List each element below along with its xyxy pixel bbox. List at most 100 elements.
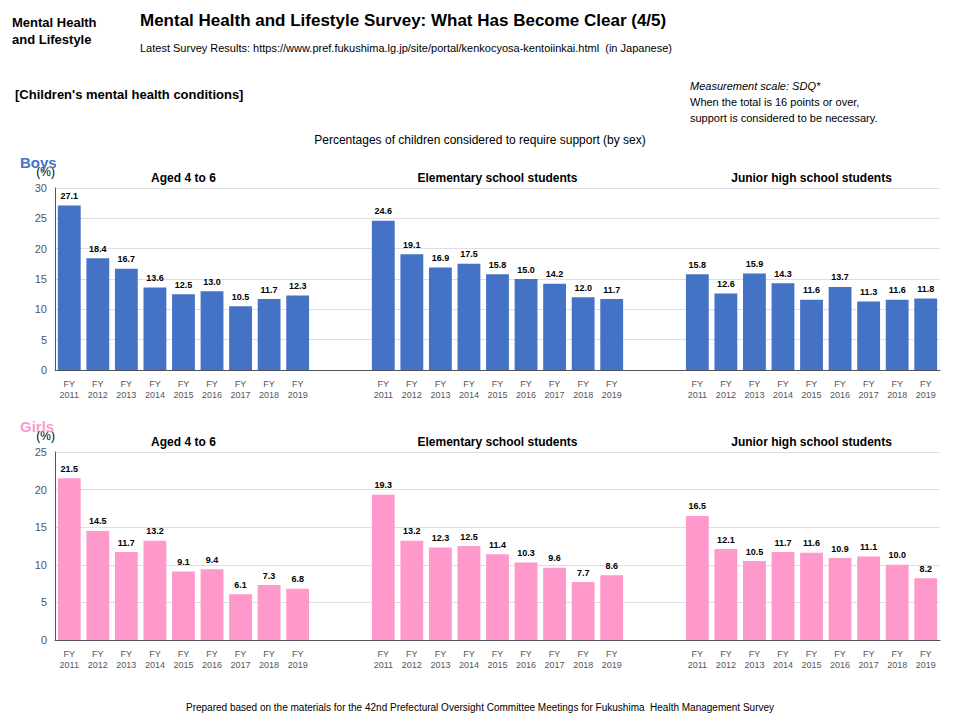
- svg-text:7.7: 7.7: [577, 568, 590, 578]
- svg-text:7.3: 7.3: [263, 571, 276, 581]
- svg-text:2019: 2019: [602, 660, 622, 670]
- svg-text:FY: FY: [292, 649, 304, 659]
- svg-text:2018: 2018: [887, 390, 907, 400]
- svg-text:8.6: 8.6: [605, 561, 618, 571]
- svg-text:2012: 2012: [88, 390, 108, 400]
- svg-text:5: 5: [41, 334, 47, 346]
- svg-text:2019: 2019: [602, 390, 622, 400]
- svg-text:11.6: 11.6: [803, 285, 820, 295]
- svg-text:FY: FY: [863, 379, 875, 389]
- svg-text:FY: FY: [720, 649, 732, 659]
- svg-text:2017: 2017: [545, 660, 565, 670]
- svg-text:11.4: 11.4: [489, 540, 506, 550]
- svg-text:2013: 2013: [430, 660, 450, 670]
- svg-text:2013: 2013: [430, 390, 450, 400]
- svg-text:25: 25: [35, 212, 47, 224]
- svg-text:2012: 2012: [88, 660, 108, 670]
- svg-text:2015: 2015: [487, 660, 507, 670]
- svg-text:2015: 2015: [802, 660, 822, 670]
- svg-text:12.6: 12.6: [717, 279, 735, 289]
- svg-text:12.3: 12.3: [432, 533, 450, 543]
- svg-text:2011: 2011: [60, 390, 79, 400]
- svg-text:Elementary school students: Elementary school students: [417, 171, 577, 185]
- svg-text:FY: FY: [492, 649, 504, 659]
- svg-text:9.4: 9.4: [206, 555, 219, 565]
- svg-text:FY: FY: [292, 379, 304, 389]
- svg-text:15.9: 15.9: [746, 259, 764, 269]
- svg-text:FY: FY: [263, 379, 275, 389]
- svg-text:2016: 2016: [516, 390, 536, 400]
- svg-text:and Lifestyle: and Lifestyle: [12, 32, 91, 47]
- svg-text:2013: 2013: [744, 390, 764, 400]
- svg-text:6.8: 6.8: [291, 574, 304, 584]
- svg-text:24.6: 24.6: [375, 206, 393, 216]
- svg-text:FY: FY: [692, 649, 704, 659]
- svg-text:11.6: 11.6: [889, 285, 906, 295]
- svg-text:10.5: 10.5: [746, 547, 764, 557]
- svg-text:FY: FY: [149, 379, 161, 389]
- svg-text:FY: FY: [863, 649, 875, 659]
- svg-text:13.2: 13.2: [403, 526, 421, 536]
- svg-text:FY: FY: [92, 379, 104, 389]
- svg-text:2015: 2015: [173, 390, 193, 400]
- svg-text:FY: FY: [920, 379, 932, 389]
- svg-text:FY: FY: [149, 649, 161, 659]
- svg-text:10.9: 10.9: [831, 544, 849, 554]
- svg-text:25: 25: [35, 446, 47, 458]
- svg-text:Mental Health: Mental Health: [12, 15, 97, 30]
- svg-text:FY: FY: [406, 379, 418, 389]
- svg-text:2016: 2016: [516, 660, 536, 670]
- svg-text:Percentages of children consid: Percentages of children considered to re…: [314, 133, 646, 147]
- svg-text:2012: 2012: [716, 660, 736, 670]
- svg-text:2012: 2012: [402, 660, 422, 670]
- svg-text:2016: 2016: [830, 390, 850, 400]
- svg-text:FY: FY: [891, 379, 903, 389]
- svg-text:2012: 2012: [716, 390, 736, 400]
- svg-text:FY: FY: [64, 649, 76, 659]
- svg-text:12.1: 12.1: [717, 535, 735, 545]
- svg-text:2018: 2018: [259, 660, 279, 670]
- svg-text:11.7: 11.7: [774, 538, 791, 548]
- svg-text:FY: FY: [121, 649, 133, 659]
- svg-text:11.7: 11.7: [603, 285, 620, 295]
- svg-text:FY: FY: [406, 649, 418, 659]
- svg-text:10.5: 10.5: [232, 292, 250, 302]
- svg-text:15.0: 15.0: [517, 265, 535, 275]
- svg-text:FY: FY: [435, 649, 447, 659]
- svg-text:2013: 2013: [116, 390, 136, 400]
- svg-text:19.1: 19.1: [403, 240, 421, 250]
- svg-text:Junior high school students: Junior high school students: [731, 171, 892, 185]
- svg-text:16.7: 16.7: [118, 254, 136, 264]
- svg-text:2019: 2019: [288, 660, 308, 670]
- svg-text:FY: FY: [520, 379, 532, 389]
- svg-text:Latest Survey Results: https:/: Latest Survey Results: https://www.pref.…: [140, 42, 672, 54]
- svg-text:2018: 2018: [887, 660, 907, 670]
- svg-text:16.9: 16.9: [432, 253, 450, 263]
- svg-text:Mental Health and Lifestyle Su: Mental Health and Lifestyle Survey: What…: [140, 11, 666, 30]
- svg-text:When the total is 16 points or: When the total is 16 points or over,: [690, 96, 859, 108]
- svg-text:2014: 2014: [145, 660, 165, 670]
- svg-text:11.6: 11.6: [803, 538, 820, 548]
- svg-text:2015: 2015: [802, 390, 822, 400]
- svg-text:14.2: 14.2: [546, 269, 564, 279]
- svg-text:FY: FY: [378, 649, 390, 659]
- svg-text:13.7: 13.7: [831, 272, 849, 282]
- svg-text:2011: 2011: [374, 390, 393, 400]
- svg-text:FY: FY: [777, 649, 789, 659]
- svg-text:6.1: 6.1: [234, 580, 247, 590]
- svg-text:14.5: 14.5: [89, 516, 107, 526]
- svg-text:FY: FY: [206, 379, 218, 389]
- svg-text:15: 15: [35, 273, 47, 285]
- svg-text:12.5: 12.5: [175, 280, 193, 290]
- svg-text:FY: FY: [235, 379, 247, 389]
- svg-text:Measurement scale: SDQ*: Measurement scale: SDQ*: [690, 80, 821, 92]
- svg-text:10: 10: [35, 559, 47, 571]
- svg-text:19.3: 19.3: [375, 480, 393, 490]
- svg-text:FY: FY: [806, 649, 818, 659]
- svg-text:2011: 2011: [60, 660, 79, 670]
- svg-text:11.1: 11.1: [860, 542, 877, 552]
- svg-text:2015: 2015: [487, 390, 507, 400]
- svg-text:FY: FY: [834, 379, 846, 389]
- svg-text:2019: 2019: [916, 660, 936, 670]
- svg-text:13.0: 13.0: [203, 277, 221, 287]
